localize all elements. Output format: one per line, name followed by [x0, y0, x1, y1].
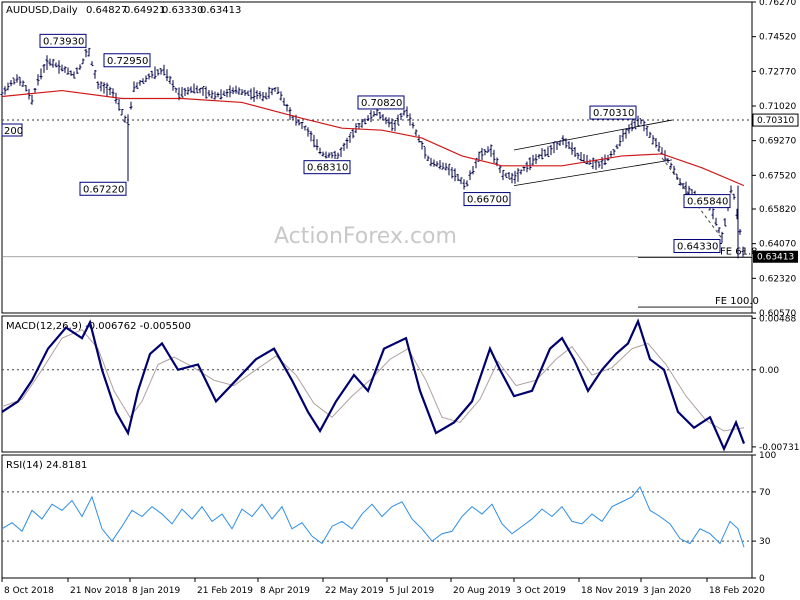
price-callout-label: 0.65840	[687, 197, 728, 208]
price-callout-box	[103, 53, 151, 68]
x-tick-label: 8 Apr 2019	[260, 586, 310, 596]
macd-y-tick-label: 0.00488	[759, 314, 796, 324]
x-tick-label: 3 Oct 2019	[516, 586, 566, 596]
price-callout-label: 0.64330	[677, 242, 718, 253]
price-callout-box	[303, 160, 351, 175]
x-tick-label: 21 Nov 2018	[70, 586, 128, 596]
x-tick-label: 5 Jul 2019	[389, 586, 434, 596]
last-price-label: 0.63413	[757, 253, 794, 263]
macd-plot	[1, 318, 752, 452]
price-panel-frame	[1, 1, 753, 314]
rsi-line	[1, 486, 745, 548]
price-callout-label: 0.70310	[593, 108, 634, 119]
x-tick-label: 21 Feb 2019	[197, 586, 253, 596]
price-callout-box	[683, 194, 731, 209]
price-callout-label: 0.68310	[307, 163, 348, 174]
rsi-title: RSI(14) 24.8181	[6, 460, 87, 471]
x-tick-label: 8 Oct 2018	[4, 586, 54, 596]
ref-level-box	[752, 113, 799, 127]
fibo-label: FE 61.8	[720, 247, 758, 258]
price-panel: AUDUSD,Daily 0.64827 0.64921 0.63330 0.6…	[0, 0, 799, 319]
price-callout-box	[463, 192, 511, 207]
channel-line	[513, 119, 673, 151]
price-y-tick-label: 0.71020	[759, 102, 796, 112]
x-tick-label: 18 Nov 2019	[581, 586, 639, 596]
macd-title: MACD(12,26,9) -0.006762 -0.005500	[6, 321, 191, 332]
macd-y-tick-label: 0.00	[759, 366, 779, 376]
price-callout-label: 0.67220	[83, 184, 124, 195]
fibo-label: FE 100.0	[715, 296, 759, 307]
rsi-y-tick-label: 70	[759, 488, 771, 498]
x-tick-label: 18 Feb 2020	[709, 586, 765, 596]
price-callout-box	[357, 95, 405, 110]
rsi-panel-frame	[1, 454, 753, 579]
macd-y-axis: 0.00488 0.00 -0.007316	[752, 314, 800, 453]
macd-panel-frame	[1, 315, 753, 453]
price-y-tick-label: 0.67520	[759, 171, 796, 181]
price-callout-box	[673, 239, 721, 254]
price-y-tick-label: 0.62320	[759, 274, 796, 284]
last-price-box	[753, 250, 798, 263]
ohlc-close: 0.63413	[200, 5, 241, 16]
rsi-y-tick-label: 30	[759, 537, 771, 547]
x-tick-label: 8 Jan 2019	[132, 586, 180, 596]
rsi-y-tick-label: 100	[759, 451, 776, 461]
price-y-tick-label: 0.60570	[759, 309, 796, 319]
price-y-axis: 0.76270 0.74520 0.72770 0.71020 0.69270 0.675…	[752, 0, 799, 319]
price-y-tick-label: 0.69270	[759, 137, 796, 147]
price-y-tick-label: 0.72770	[759, 67, 796, 77]
price-callout-label: 0.70820	[361, 98, 402, 109]
price-y-tick-label: 0.76270	[759, 0, 796, 8]
ref-level-label: 0.70310	[757, 116, 794, 126]
sma-label: 200	[4, 126, 23, 137]
price-y-tick-label: 0.74520	[759, 33, 796, 43]
ohlc-low: 0.63330	[162, 5, 203, 16]
price-y-tick-label: 0.65820	[759, 205, 796, 215]
rsi-y-axis: 100 70 30 0	[752, 451, 776, 584]
date-x-axis: 8 Oct 2018 21 Nov 2018 8 Jan 2019 21 Feb 20…	[1, 578, 765, 596]
rsi-panel: RSI(14) 24.8181 100 70 30 0	[1, 451, 776, 584]
x-tick-label: 3 Jan 2020	[643, 586, 691, 596]
macd-panel: MACD(12,26,9) -0.006762 -0.005500 0.0048…	[1, 314, 800, 453]
price-callout-label: 0.66700	[467, 195, 508, 206]
channel-line	[513, 159, 673, 187]
rsi-plot	[1, 486, 752, 548]
ohlc-high: 0.64921	[124, 5, 165, 16]
price-callout-label: 0.72950	[107, 56, 148, 67]
sma-line	[1, 89, 745, 187]
watermark: ActionForex.com	[274, 224, 457, 249]
x-tick-label: 22 May 2019	[325, 586, 384, 596]
price-plot: FE 61.8 FE 100.0 200 0.73930 0.72950 0.67220 0…	[0, 33, 759, 308]
x-tick-label: 20 Aug 2019	[453, 586, 511, 596]
price-callout-box	[79, 181, 127, 196]
price-callout-box	[589, 105, 637, 120]
price-callout-label: 0.73930	[43, 36, 84, 47]
instrument-title: AUDUSD,Daily	[6, 5, 78, 16]
sma-label-box	[1, 123, 23, 137]
macd-y-tick-label: -0.007316	[759, 443, 800, 453]
price-callout-box	[39, 33, 87, 48]
macd-line	[1, 318, 746, 452]
ohlc-open: 0.64827	[86, 5, 127, 16]
price-y-tick-label: 0.64070	[759, 240, 796, 250]
rsi-y-tick-label: 0	[759, 574, 765, 584]
